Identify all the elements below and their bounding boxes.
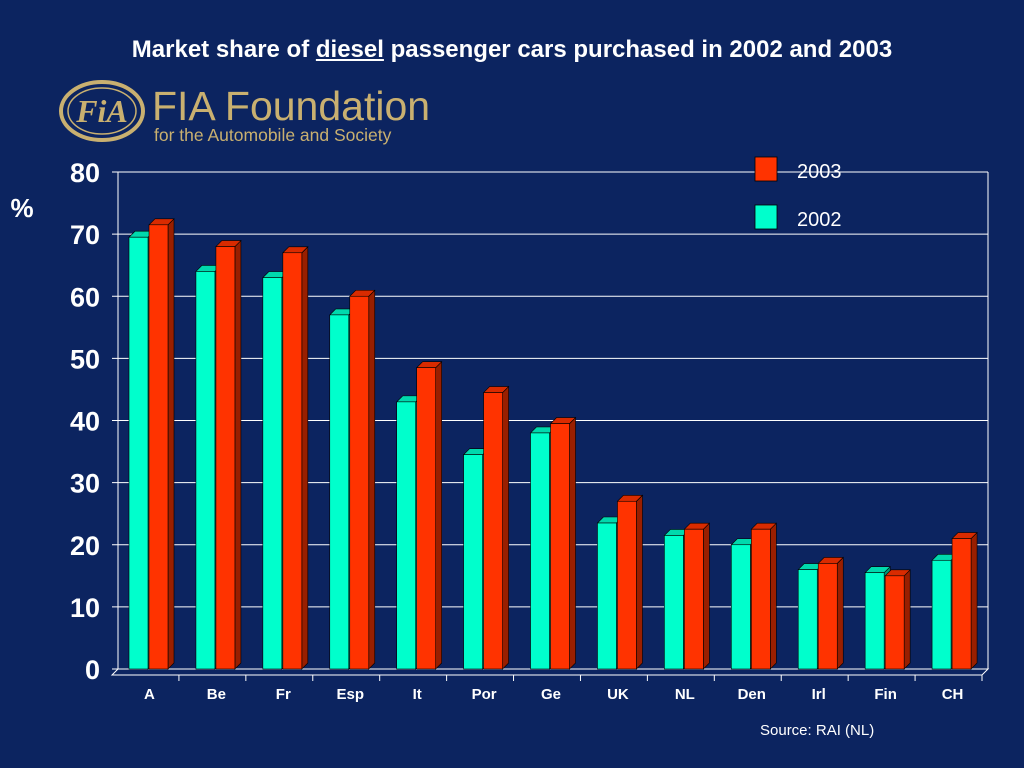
legend: 2003 2002 [754, 156, 842, 231]
bar-front [282, 252, 303, 670]
bar-front [931, 559, 952, 670]
x-tick-labels: A Be Fr Esp It Por Ge UK NL Den Irl Fin CH [144, 686, 963, 703]
source-note: Source: RAI (NL) [760, 722, 875, 739]
x-tick-label: UK [607, 686, 629, 703]
bar-2003-A [148, 218, 175, 670]
bar-2003-Esp [349, 289, 376, 670]
title-part-2: passenger cars purchased in 2002 and 200… [383, 36, 893, 63]
y-tick-label: 80 [70, 158, 100, 188]
legend-swatch [754, 204, 778, 230]
bar-side [234, 239, 242, 670]
legend-item-2003: 2003 [754, 156, 842, 183]
bar-2003-Den [750, 522, 778, 670]
bar-front [864, 572, 885, 670]
bar-2003-Irl [817, 556, 844, 670]
bar-2003-Fr [282, 246, 309, 670]
bar-front [751, 528, 771, 670]
legend-label: 2003 [797, 161, 842, 183]
x-tick-label: Irl [812, 686, 826, 703]
bar-front [550, 423, 570, 670]
fia-foundation-logo: FiA FIA Foundation for the Automobile an… [59, 80, 430, 145]
logo-name: FIA Foundation [152, 83, 430, 129]
y-tick-label: 10 [70, 593, 100, 623]
x-tick-label: Esp [336, 686, 364, 703]
y-tick-label: 50 [70, 344, 100, 374]
y-tick-label: 60 [70, 282, 100, 312]
bar-2003-Fin [884, 569, 911, 670]
bar-front [530, 432, 550, 670]
legend-swatch [754, 156, 778, 182]
bar-side [703, 522, 710, 670]
logo-emblem-text: FiA [75, 93, 128, 129]
bar-front [617, 500, 637, 670]
bar-side [836, 556, 844, 670]
bar-front [148, 224, 169, 670]
bar-side [569, 416, 576, 670]
y-tick-label: 20 [70, 531, 100, 561]
x-tick-label: NL [675, 686, 695, 703]
bar-side [970, 531, 978, 670]
x-tick-label: It [413, 686, 422, 703]
bar-2003-NL [683, 522, 711, 670]
bar-front [463, 454, 483, 670]
x-tick-label: Por [472, 686, 497, 703]
bar-front [215, 246, 236, 670]
legend-item-2002: 2002 [754, 204, 842, 231]
legend-label: 2002 [797, 209, 842, 231]
bar-front [597, 522, 617, 670]
bar-side [903, 569, 911, 670]
bar-side [368, 289, 376, 670]
fia-emblem-icon: FiA [59, 80, 145, 142]
chart-floor [110, 668, 990, 676]
x-tick-label: Den [738, 686, 766, 703]
bar-side [435, 360, 442, 670]
x-tick-label: Fr [276, 686, 291, 703]
x-tick-label: CH [942, 686, 964, 703]
bar-side [167, 218, 175, 670]
bar-front [329, 314, 350, 670]
y-tick-label: 70 [70, 220, 100, 250]
chart-title: Market share of diesel passenger cars pu… [0, 36, 1024, 64]
bar-2003-UK [616, 494, 644, 670]
bar-side [770, 522, 777, 670]
title-part-1: Market share of [131, 36, 316, 63]
x-tick-label: Fin [874, 686, 897, 703]
bar-front [262, 277, 283, 670]
bar-2003-Be [215, 239, 242, 670]
bar-2003-CH [951, 531, 978, 670]
bar-2003-Ge [549, 416, 577, 670]
bar-front [817, 563, 838, 670]
x-tick-label: Be [207, 686, 226, 703]
bar-front [416, 367, 436, 670]
bar-2003-It [415, 360, 443, 670]
bar-side [636, 494, 643, 670]
bar-front [483, 392, 503, 670]
bar-front [951, 538, 972, 670]
bar-front [349, 295, 370, 670]
bar-front [195, 271, 216, 670]
y-tick-label: 40 [70, 407, 100, 437]
bar-side [301, 246, 309, 670]
bar-front [797, 569, 818, 670]
x-tick-label: A [144, 686, 155, 703]
bar-front [684, 528, 704, 670]
y-tick-labels: 0 10 20 30 40 50 60 70 80 [70, 158, 100, 685]
bar-front [731, 544, 751, 670]
bar-side [502, 385, 509, 670]
x-tick-label: Ge [541, 686, 561, 703]
bar-front [396, 401, 416, 670]
bars [128, 218, 978, 670]
y-axis-label: % [10, 193, 33, 223]
bar-front [664, 535, 684, 670]
title-emphasis: diesel [315, 36, 384, 63]
bar-front [884, 575, 905, 670]
y-tick-label: 0 [85, 655, 100, 685]
y-tick-label: 30 [70, 469, 100, 499]
bar-2003-Por [482, 385, 510, 670]
bar-front [128, 236, 149, 670]
logo-tagline: for the Automobile and Society [154, 125, 392, 145]
